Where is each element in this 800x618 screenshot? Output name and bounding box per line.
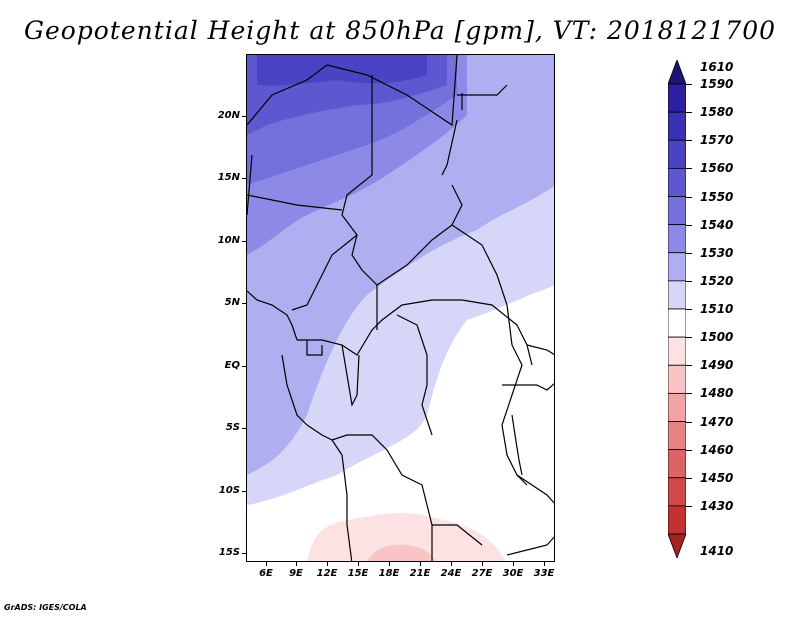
colorbar-segment [668, 83, 686, 113]
colorbar-segment [668, 449, 686, 479]
colorbar-tick [686, 280, 692, 282]
colorbar-segment [668, 111, 686, 141]
lat-label-10n: 10N [217, 235, 240, 246]
colorbar-segment [668, 196, 686, 226]
colorbar-label: 1480 [700, 386, 734, 401]
lat-label-5s: 5S [225, 422, 240, 433]
colorbar-tick [686, 112, 692, 114]
colorbar-label: 1530 [700, 245, 734, 260]
colorbar-bottom-arrow [668, 533, 686, 558]
colorbar-label: 1520 [700, 273, 734, 288]
lon-label-15e: 15E [347, 568, 369, 579]
lon-tick [420, 562, 421, 566]
lat-label-15s: 15S [218, 547, 240, 558]
lat-tick [242, 553, 246, 554]
lon-label-6e: 6E [259, 568, 273, 579]
colorbar-label: 1560 [700, 161, 734, 176]
lon-label-24e: 24E [440, 568, 462, 579]
colorbar-segment [668, 392, 686, 422]
colorbar-segment [668, 336, 686, 366]
colorbar-segment [668, 167, 686, 197]
band-1510 [247, 285, 554, 561]
colorbar-segment [668, 505, 686, 535]
colorbar-tick [686, 477, 692, 479]
colorbar-tick [686, 449, 692, 451]
colorbar-label: 1550 [700, 189, 734, 204]
colorbar-label: 1570 [700, 133, 734, 148]
colorbar-tick [686, 309, 692, 310]
colorbar-label: 1500 [700, 330, 734, 345]
lat-tick [242, 491, 246, 492]
lat-label-15n: 15N [217, 172, 240, 183]
lon-tick [389, 562, 390, 566]
grads-credit: GrADS: IGES/COLA [4, 603, 87, 612]
colorbar-label: 1410 [700, 543, 734, 558]
colorbar-tick [686, 140, 692, 142]
map-title: Geopotential Height at 850hPa [gpm], VT:… [23, 16, 777, 45]
colorbar-segment [668, 252, 686, 282]
lat-tick [242, 428, 246, 429]
colorbar-segment [668, 308, 686, 338]
lon-tick [544, 562, 545, 566]
map-canvas [247, 55, 554, 561]
lon-tick [358, 562, 359, 566]
colorbar-tick [686, 224, 692, 226]
colorbar-tick [686, 505, 692, 507]
lon-label-9e: 9E [289, 568, 303, 579]
colorbar-label: 1490 [700, 358, 734, 373]
map-panel [246, 54, 555, 562]
colorbar-label: 1450 [700, 470, 734, 485]
colorbar-segment [668, 477, 686, 507]
lat-tick [242, 178, 246, 179]
lon-label-21e: 21E [409, 568, 431, 579]
lon-label-33e: 33E [533, 568, 555, 579]
coastlines-borders [247, 55, 554, 561]
colorbar-segment [668, 280, 686, 310]
colorbar-label: 1510 [700, 302, 734, 316]
colorbar-tick [686, 84, 692, 85]
lat-label-20n: 20N [217, 110, 240, 121]
colorbar-label: 1590 [700, 77, 734, 91]
lat-tick [242, 116, 246, 117]
colorbar-label: 1470 [700, 414, 734, 429]
lon-tick [266, 562, 267, 566]
colorbar-segment [668, 139, 686, 169]
lon-label-12e: 12E [316, 568, 338, 579]
colorbar-segment [668, 364, 686, 394]
lat-label-10s: 10S [218, 485, 240, 496]
colorbar-label: 1430 [700, 498, 734, 513]
lat-label-5n: 5N [224, 297, 240, 308]
colorbar-segment [668, 421, 686, 451]
lon-label-27e: 27E [471, 568, 493, 579]
colorbar-label: 1580 [700, 105, 734, 120]
colorbar-tick [686, 168, 692, 170]
band-1570 [257, 55, 427, 86]
lon-tick [513, 562, 514, 566]
colorbar-tick [686, 393, 692, 395]
lon-tick [451, 562, 452, 566]
colorbar-label: 1610 [700, 60, 734, 75]
colorbar-tick [686, 196, 692, 198]
lon-tick [296, 562, 297, 566]
lat-tick [242, 366, 246, 367]
colorbar-segment [668, 224, 686, 254]
colorbar-tick [686, 365, 692, 367]
band-1490 [368, 544, 436, 561]
colorbar-tick [686, 337, 692, 339]
lon-label-18e: 18E [378, 568, 400, 579]
lat-label-eq: EQ [224, 360, 240, 371]
colorbar-tick [686, 421, 692, 423]
lon-label-30e: 30E [502, 568, 524, 579]
colorbar-top-arrow [668, 60, 686, 85]
lon-tick [482, 562, 483, 566]
colorbar [668, 60, 686, 558]
colorbar-tick [686, 252, 692, 254]
colorbar-label: 1540 [700, 217, 734, 232]
lon-tick [327, 562, 328, 566]
lat-tick [242, 241, 246, 242]
colorbar-label: 1460 [700, 442, 734, 457]
lat-tick [242, 303, 246, 304]
